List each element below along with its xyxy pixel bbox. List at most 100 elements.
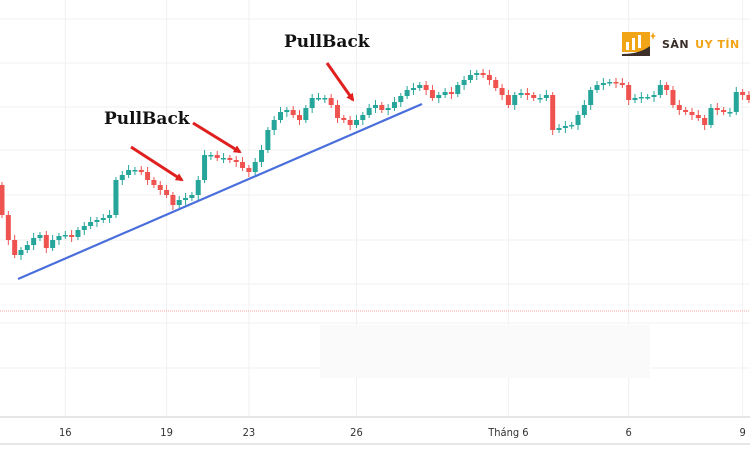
candle-body [429,90,435,98]
candle-body [176,200,182,205]
candle-body [746,95,750,100]
candle-body [372,105,378,108]
candle-body [417,85,423,88]
candle-body [385,108,391,110]
candle [195,176,201,200]
candle-body [537,98,543,100]
candle-body [94,220,100,222]
candle-body [126,170,132,175]
candle [75,227,81,240]
candle-body [556,128,562,130]
candle-body [448,92,454,94]
candle [322,95,328,103]
candle [429,85,435,101]
candle [670,86,676,108]
annotation-pullback-1: PullBack [104,109,191,129]
candle-body [322,98,328,100]
candle [569,122,575,129]
candle-body [341,118,347,120]
candle [448,87,454,99]
candle-body [183,198,189,200]
candle-body [246,168,252,172]
candle [157,181,163,195]
logo-chart-icon [622,30,656,58]
candle [733,87,739,115]
candle-body [702,118,708,125]
candle [740,89,746,100]
candle [689,108,695,120]
candle-body [404,90,410,96]
candle [18,247,24,260]
candle-body [683,110,689,112]
x-tick-label: 16 [59,426,72,439]
candle-body [69,235,75,237]
candle [626,82,632,105]
candle [214,151,220,161]
candle-body [708,108,714,125]
candle-body [626,85,632,100]
candle-body [670,90,676,105]
candle-body [594,85,600,90]
candle [113,177,119,218]
x-tick-label: 26 [350,426,363,439]
candle-body [619,83,625,85]
candle-body [651,95,657,97]
candle [480,69,486,78]
candle-body [227,158,233,160]
candle [410,83,416,95]
candle [619,78,625,88]
candle [240,157,246,171]
candle [436,92,442,103]
candle-body [398,96,404,102]
candle-body [56,236,62,240]
candle [56,233,62,245]
candle [126,165,132,178]
shaded-panel [320,325,650,378]
candle-body [334,105,340,118]
candle-body [252,162,258,172]
candle-body [543,95,549,98]
arrow-3 [325,62,355,102]
candle-body [50,240,56,248]
candle [81,222,87,235]
candle [347,116,353,130]
candle-body [410,88,416,90]
candle [271,116,277,135]
candle-body [695,115,701,118]
candle-body [278,112,284,120]
candle [246,165,252,177]
candle [138,166,144,175]
candle [0,182,5,218]
arrow-2 [192,121,242,154]
candle-body [81,226,87,230]
candle [183,193,189,205]
candle [594,81,600,93]
x-tick-label: 6 [626,426,632,439]
candle-body [309,98,315,108]
candle-body [138,170,144,172]
candle [151,177,157,188]
candle-body [290,110,296,115]
candle-body [271,120,277,130]
candle [512,92,518,110]
candle-body [657,85,663,95]
candle [531,92,537,101]
candle-body [569,125,575,127]
candle [69,230,75,242]
candle [645,94,651,100]
candle-body [75,230,81,237]
candle-body [328,98,334,105]
candle-body [0,185,5,215]
candle [132,167,138,175]
candle [170,192,176,210]
candle-body [740,92,746,95]
candle [309,94,315,113]
candle [581,100,587,118]
candle-body [195,180,201,195]
annotation-pullback-2: PullBack [284,32,371,52]
candle [721,107,727,115]
candle-body [600,83,606,85]
candle [417,82,423,91]
